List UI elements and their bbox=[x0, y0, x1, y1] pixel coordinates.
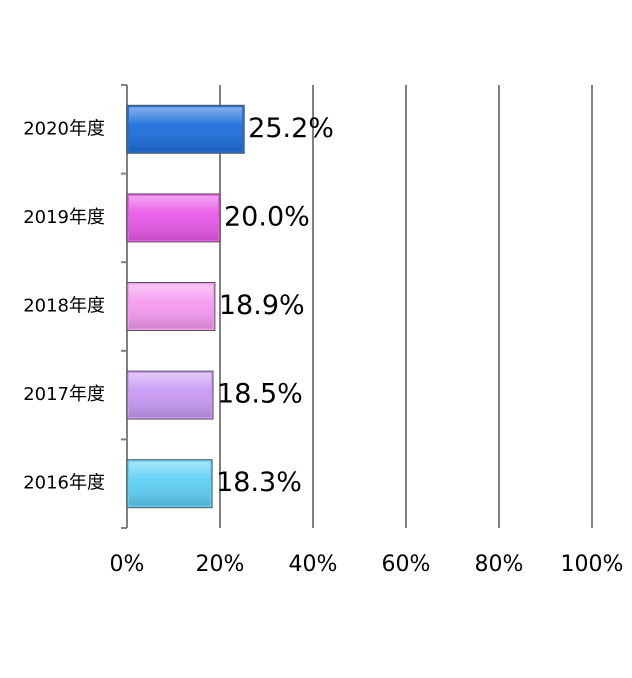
x-tick-label: 40% bbox=[289, 552, 338, 577]
bar-shine bbox=[129, 373, 212, 418]
y-tick-label: 2018年度 bbox=[23, 296, 105, 317]
value-label: 25.2% bbox=[248, 113, 334, 144]
y-tick-label: 2020年度 bbox=[23, 118, 105, 139]
value-label: 20.0% bbox=[224, 201, 310, 232]
y-tick-label: 2017年度 bbox=[23, 384, 105, 405]
y-tick-label: 2016年度 bbox=[23, 473, 105, 494]
bar-shine bbox=[129, 461, 211, 506]
value-label: 18.5% bbox=[217, 379, 303, 410]
value-label: 18.3% bbox=[216, 467, 302, 498]
x-tick-label: 0% bbox=[110, 552, 145, 577]
bar-shine bbox=[129, 107, 243, 152]
bar-shine bbox=[129, 195, 218, 240]
y-tick-label: 2019年度 bbox=[23, 207, 105, 228]
x-tick-label: 100% bbox=[561, 552, 624, 577]
x-tick-label: 20% bbox=[196, 552, 245, 577]
x-tick-label: 80% bbox=[475, 552, 524, 577]
value-label: 18.9% bbox=[219, 290, 305, 321]
x-tick-label: 60% bbox=[382, 552, 431, 577]
bar-shine bbox=[129, 284, 213, 329]
